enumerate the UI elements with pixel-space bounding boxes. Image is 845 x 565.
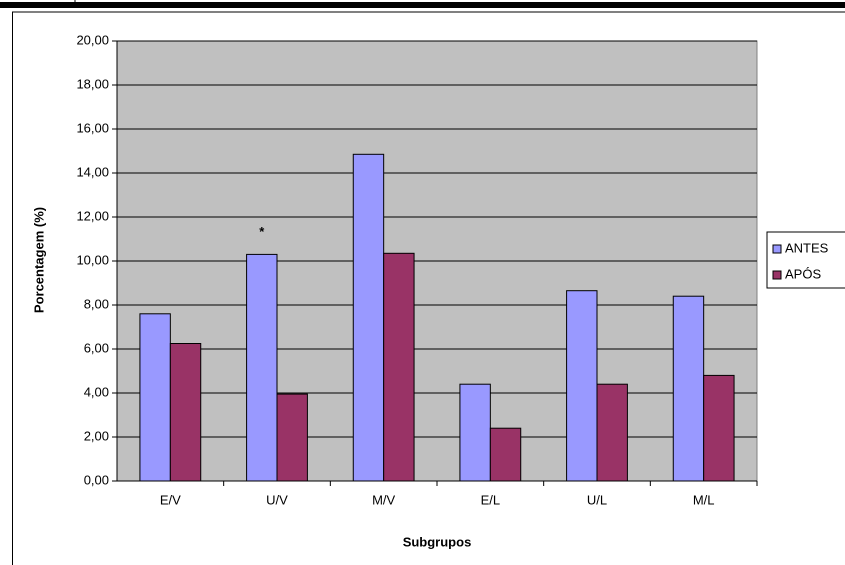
y-tick-label: 16,00 — [76, 120, 109, 135]
y-tick-label: 12,00 — [76, 208, 109, 223]
legend-label: ANTES — [785, 240, 829, 255]
y-tick-label: 4,00 — [84, 384, 109, 399]
bar — [459, 383, 491, 482]
legend-label: APÓS — [785, 266, 821, 281]
x-tick-label: M/L — [693, 492, 715, 507]
x-tick-label: E/V — [160, 492, 181, 507]
bar — [246, 253, 278, 482]
legend-swatch — [772, 244, 782, 254]
y-tick-label: 2,00 — [84, 428, 109, 443]
x-tick-label: U/L — [587, 492, 607, 507]
bar — [383, 252, 415, 482]
bar — [169, 343, 202, 482]
bar — [489, 427, 522, 482]
y-tick-label: 0,00 — [84, 472, 109, 487]
bar — [596, 383, 628, 482]
bar — [566, 290, 598, 482]
bar — [703, 374, 735, 482]
x-tick-label: E/L — [481, 492, 501, 507]
y-tick-label: 6,00 — [84, 340, 109, 355]
bar — [672, 295, 705, 482]
bar — [352, 153, 385, 482]
y-tick-label: 8,00 — [84, 296, 109, 311]
top-bar — [0, 2, 845, 8]
y-tick-label: 18,00 — [76, 76, 109, 91]
bar — [139, 313, 171, 482]
bar — [276, 393, 308, 482]
y-tick-label: 14,00 — [76, 164, 109, 179]
x-axis-label: Subgrupos — [403, 534, 472, 549]
x-tick-label: U/V — [266, 492, 288, 507]
y-tick-label: 20,00 — [76, 32, 109, 47]
x-tick-label: M/V — [372, 492, 395, 507]
y-axis-label: Porcentagem (%) — [31, 207, 46, 313]
annotation: * — [259, 224, 265, 239]
legend-swatch — [772, 270, 782, 280]
y-tick-label: 10,00 — [76, 252, 109, 267]
